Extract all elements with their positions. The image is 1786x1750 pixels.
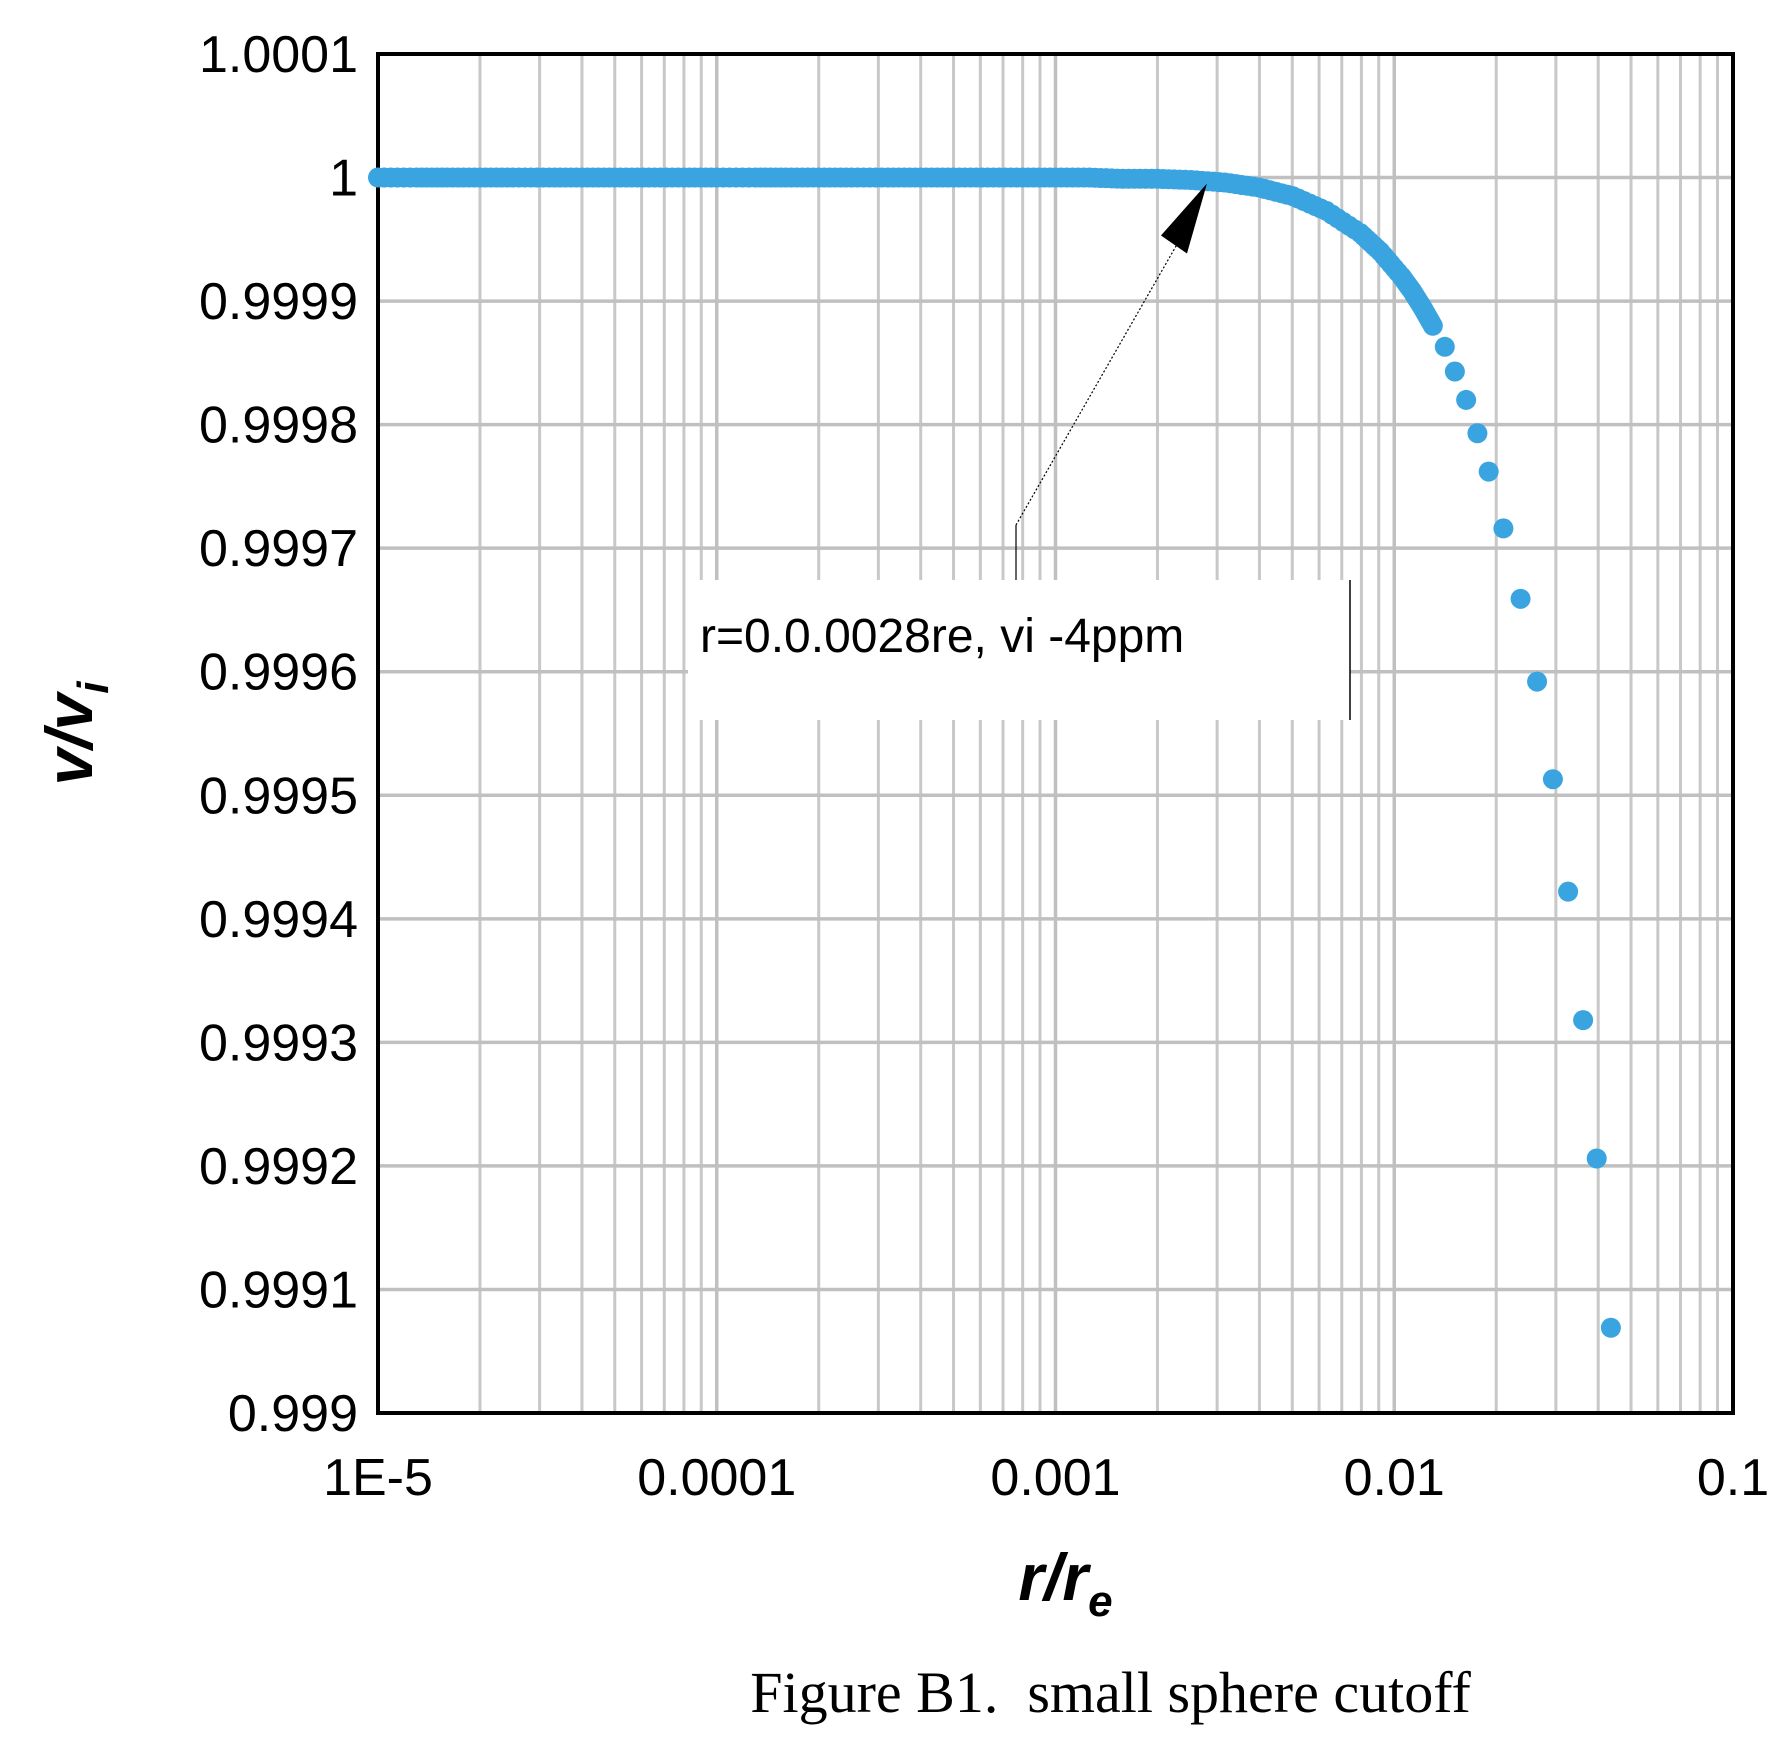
data-point (1558, 881, 1579, 902)
y-tick-label: 0.9991 (199, 1261, 358, 1319)
y-tick-label: 0.9998 (199, 397, 358, 455)
data-point (1542, 769, 1563, 790)
data-point (1527, 671, 1548, 692)
y-axis-tick-labels: 1.0001 1 0.9999 0.9998 0.9997 0.9996 0.9995 0.9… (199, 26, 358, 1443)
y-tick-label: 1.0001 (199, 26, 358, 84)
data-point (1444, 361, 1465, 382)
data-point (1573, 1010, 1594, 1031)
y-tick-label: 0.9999 (199, 273, 358, 331)
x-tick-label: 0.001 (990, 1449, 1120, 1507)
annotation-leader-line (1015, 223, 1190, 526)
annotation-arrowhead (1160, 183, 1207, 254)
y-axis-label: v/vi (32, 681, 118, 786)
data-point (1456, 389, 1477, 410)
y-tick-label: 0.999 (228, 1385, 358, 1443)
y-axis-label-subscript: i (69, 681, 118, 694)
y-tick-label: 0.9996 (199, 644, 358, 702)
annotation-label-box (688, 580, 1350, 720)
figure-caption: Figure B1. small sphere cutoff (750, 1660, 1471, 1725)
x-axis-tick-labels: 1E-5 0.0001 0.001 0.01 0.1 (323, 1449, 1769, 1507)
plot-area-frame (376, 52, 1735, 1415)
x-tick-label: 1E-5 (323, 1449, 433, 1507)
data-point (1510, 588, 1531, 609)
y-tick-label: 0.9994 (199, 891, 358, 949)
annotation-group: r=0.0.0028re, vi -4ppm (688, 183, 1351, 720)
data-point (1478, 461, 1499, 482)
y-tick-label: 0.9997 (199, 520, 358, 578)
data-point (1434, 336, 1455, 357)
x-axis-label-subscript: e (1088, 1577, 1112, 1626)
y-tick-label: 0.9992 (199, 1138, 358, 1196)
x-axis-label-base: r/r (1018, 1540, 1091, 1614)
data-point-dense (1421, 312, 1442, 333)
y-axis-label-base: v/v (32, 690, 106, 785)
data-series (368, 167, 1621, 1338)
annotation-label: r=0.0.0028re, vi -4ppm (700, 610, 1184, 663)
y-tick-label: 0.9995 (199, 767, 358, 825)
data-point (1493, 518, 1514, 539)
data-point (1467, 423, 1488, 444)
y-tick-label: 0.9993 (199, 1014, 358, 1072)
minor-gridlines (478, 54, 1719, 1413)
x-axis-label: r/re (1018, 1540, 1112, 1626)
data-point (1586, 1148, 1607, 1169)
x-tick-label: 0.1 (1697, 1449, 1769, 1507)
x-tick-label: 0.01 (1344, 1449, 1445, 1507)
y-tick-label: 1 (329, 150, 358, 208)
data-point (1600, 1317, 1621, 1338)
x-tick-label: 0.0001 (637, 1449, 796, 1507)
